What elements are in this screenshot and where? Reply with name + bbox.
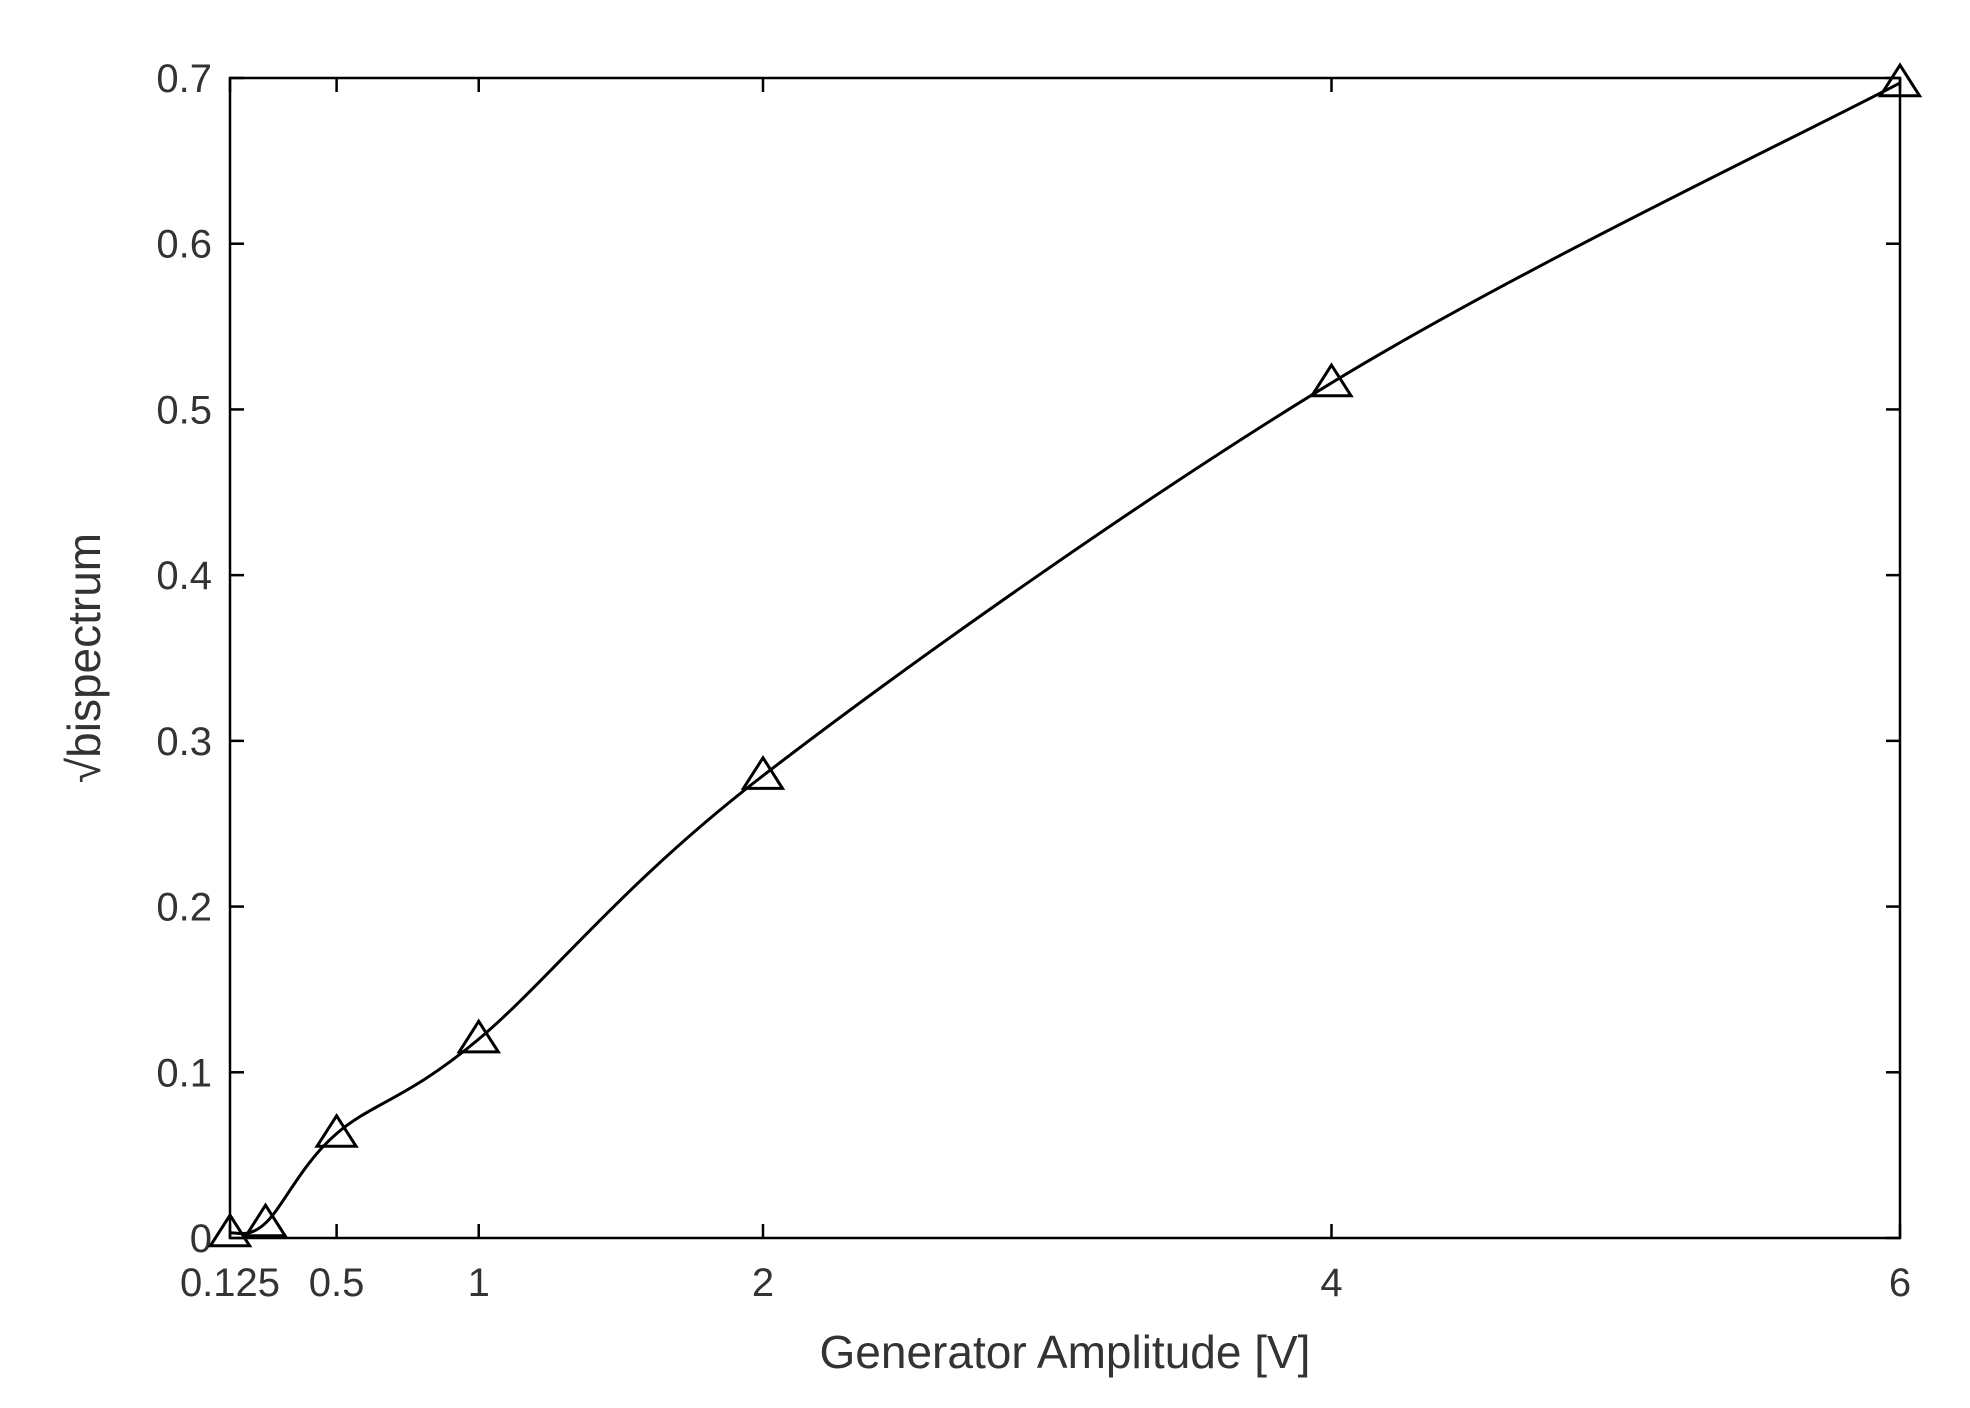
data-markers [207,62,1923,1248]
y-tick-label: 0.6 [156,223,212,267]
data-point-triangle [740,755,786,790]
x-tick-label: 2 [752,1261,774,1305]
data-point-triangle [1309,362,1354,398]
y-tick-label: 0 [190,1217,212,1261]
y-axis-ticks: 0 0.1 0.2 0.3 0.4 0.5 0.6 0.7 [156,57,1900,1261]
data-point-triangle [314,1113,359,1148]
y-tick-label: 0.2 [156,886,212,930]
y-tick-label: 0.1 [156,1051,212,1095]
data-point-triangle [1877,62,1923,98]
x-tick-label: 0.5 [309,1261,365,1305]
data-point-triangle [207,1212,253,1248]
data-point-triangle [456,1018,502,1054]
x-axis-ticks: 0.125 0.5 1 2 4 6 [180,78,1911,1305]
series-line [229,81,1901,1236]
y-tick-label: 0.5 [156,388,212,432]
plot-area [228,76,1902,1240]
data-point-triangle [243,1202,288,1238]
x-tick-label: 0.125 [180,1261,280,1305]
y-tick-label: 0.4 [156,554,212,598]
x-tick-label: 4 [1320,1261,1342,1305]
y-axis-label: √bispectrum [58,533,110,783]
x-axis-label: Generator Amplitude [V] [820,1326,1311,1378]
y-tick-label: 0.7 [156,57,212,101]
x-tick-label: 1 [468,1261,490,1305]
x-tick-label: 6 [1889,1261,1911,1305]
y-tick-label: 0.3 [156,720,212,764]
